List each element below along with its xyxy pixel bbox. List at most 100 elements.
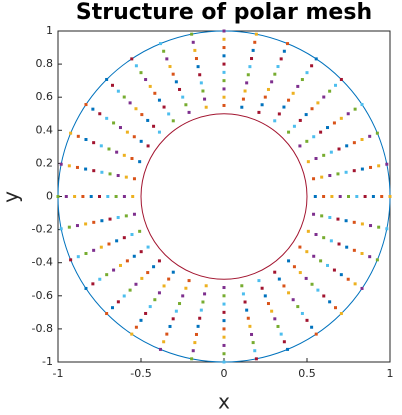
mesh-point [368, 134, 372, 138]
mesh-point [157, 98, 161, 102]
y-tick-label: 0.4 [36, 123, 54, 136]
mesh-point [282, 340, 286, 344]
mesh-point [298, 144, 302, 148]
mesh-point [148, 305, 152, 309]
mesh-point [134, 64, 138, 68]
mesh-point [130, 156, 134, 160]
mesh-point [326, 126, 330, 130]
mesh-point [291, 298, 295, 302]
mesh-point [73, 195, 77, 198]
mesh-point [305, 71, 309, 75]
mesh-point [132, 212, 136, 216]
mesh-point [110, 306, 114, 310]
y-tick-label: 0.6 [36, 90, 54, 103]
mesh-point [152, 265, 156, 269]
x-tick-label: 0 [221, 367, 228, 380]
mesh-point [353, 107, 357, 111]
mesh-point [260, 103, 264, 107]
mesh-point [222, 62, 226, 66]
mesh-point [339, 116, 343, 120]
mesh-point [157, 130, 161, 134]
mesh-point [282, 105, 286, 109]
mesh-point [132, 135, 136, 139]
mesh-point [196, 324, 200, 328]
mesh-point [254, 357, 258, 361]
mesh-point [99, 245, 103, 249]
mesh-point [84, 222, 88, 226]
mesh-point [243, 89, 247, 93]
mesh-point [92, 141, 96, 145]
mesh-point [313, 195, 317, 198]
mesh-point [181, 294, 185, 298]
mesh-point [84, 103, 88, 107]
y-axis-label: y [0, 191, 23, 203]
mesh-point [115, 150, 119, 154]
mesh-point [100, 170, 104, 174]
mesh-point [360, 103, 364, 107]
mesh-point [298, 245, 302, 249]
mesh-point [75, 224, 79, 228]
mesh-point [319, 130, 323, 134]
mesh-point [139, 318, 143, 322]
mesh-point [326, 263, 330, 267]
mesh-point [178, 87, 182, 91]
mesh-point [99, 144, 103, 148]
mesh-point [91, 282, 95, 286]
mesh-point [296, 305, 300, 309]
mesh-point [282, 284, 286, 288]
x-tick-label: -1 [53, 367, 64, 380]
mesh-point [118, 126, 122, 130]
mesh-point [345, 144, 349, 148]
mesh-point [316, 101, 320, 105]
mesh-point [146, 245, 150, 249]
mesh-point [254, 32, 258, 36]
mesh-point [344, 219, 348, 223]
mesh-point [222, 360, 226, 364]
mesh-point [322, 95, 326, 99]
mesh-point [75, 165, 79, 169]
mesh-point [253, 40, 257, 44]
mesh-point [279, 57, 283, 61]
mesh-point [201, 89, 205, 93]
mesh-point [199, 308, 203, 312]
mesh-point [291, 91, 295, 95]
mesh-point [346, 277, 350, 281]
mesh-point [174, 309, 178, 313]
mesh-point [240, 284, 244, 288]
mesh-point [360, 286, 364, 290]
mesh-point [122, 195, 126, 198]
mesh-point [193, 341, 197, 345]
mesh-point [168, 324, 172, 328]
mesh-point [282, 49, 286, 53]
mesh-point [320, 175, 324, 179]
mesh-point [314, 332, 318, 336]
mesh-point [222, 37, 226, 41]
mesh-point [322, 153, 326, 157]
mesh-point [287, 130, 291, 134]
mesh-point [352, 141, 356, 145]
mesh-point [250, 57, 254, 61]
mesh-point [300, 311, 304, 315]
mesh-point [108, 172, 112, 176]
mesh-point [157, 259, 161, 263]
mesh-point [314, 57, 318, 61]
mesh-point [184, 286, 188, 290]
mesh-point [194, 57, 198, 61]
mesh-point [98, 112, 102, 116]
mesh-point [344, 170, 348, 174]
mesh-point [115, 239, 119, 243]
mesh-point [134, 282, 138, 286]
mesh-point [222, 327, 226, 331]
mesh-point [184, 103, 188, 107]
mesh-point [339, 77, 343, 81]
mesh-point [134, 107, 138, 111]
y-tick-label: 1 [46, 24, 53, 37]
mesh-point [329, 239, 333, 243]
mesh-point [352, 220, 356, 224]
mesh-point [312, 177, 316, 181]
mesh-point [251, 341, 255, 345]
mesh-point [116, 300, 120, 304]
mesh-point [360, 167, 364, 171]
mesh-point [158, 42, 162, 46]
